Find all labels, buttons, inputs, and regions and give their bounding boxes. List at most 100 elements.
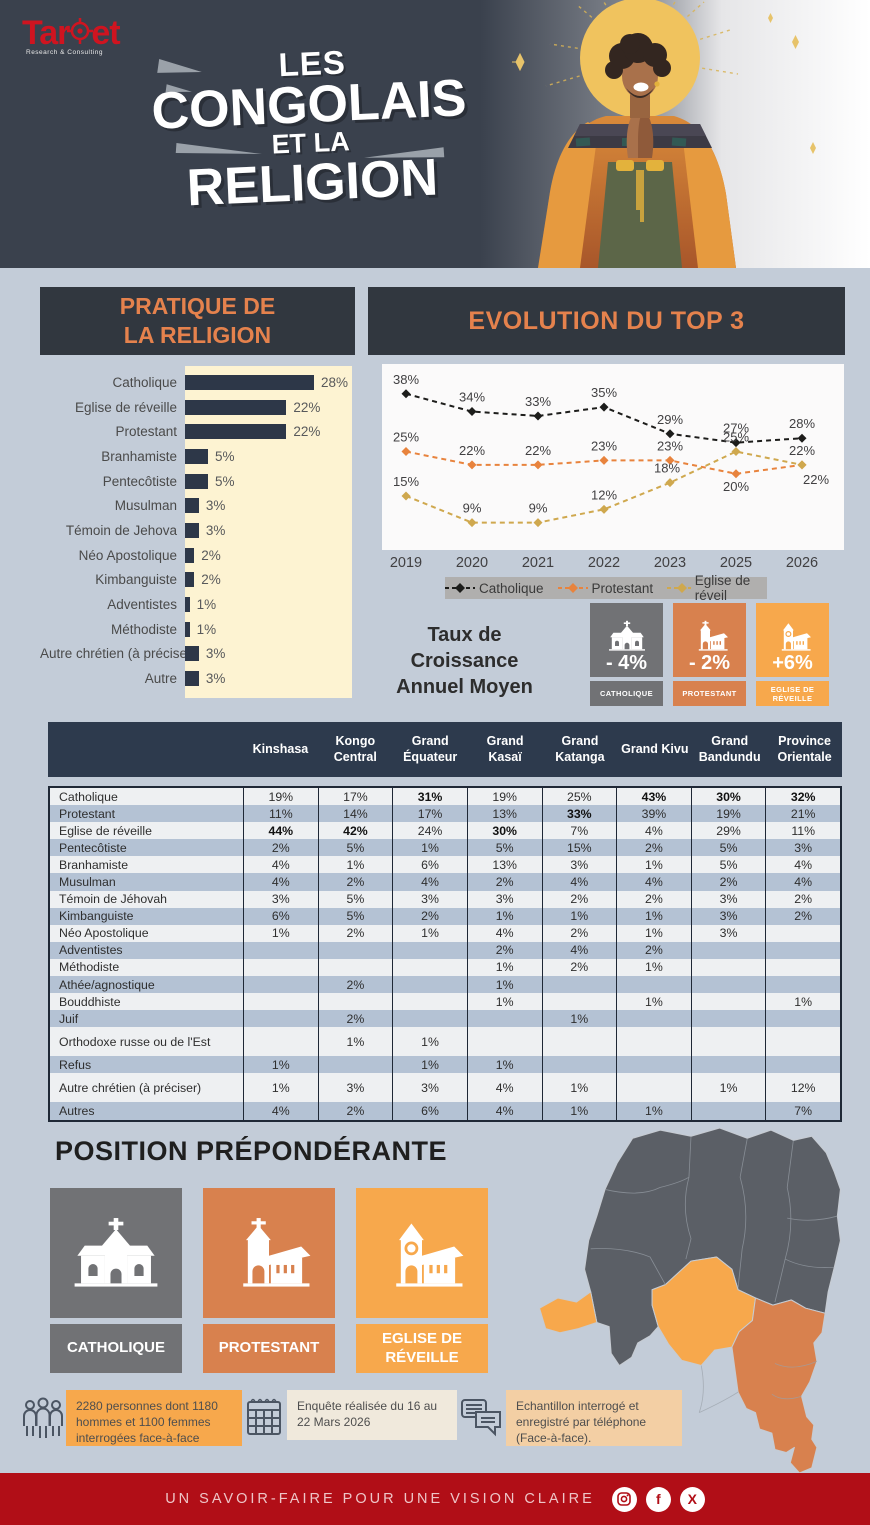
x-axis-tick-label: 2020 [456,555,488,571]
table-cell: 1% [392,924,467,942]
table-cell: 1% [317,1027,393,1057]
legend-item-eglise: Eglise de réveil [667,573,767,603]
evolution-section-title: EVOLUTION DU TOP 3 [368,287,845,355]
table-cell: 7% [541,822,617,840]
table-cell: 2% [541,890,617,908]
table-cell: 30% [690,788,766,806]
bar [185,547,195,563]
sparkles [512,13,816,154]
bar-value-label: 28% [320,374,349,390]
table-cell: 1% [317,856,393,874]
data-point [731,447,741,457]
bar-category-label: Branhamiste [101,448,177,464]
table-cell: 1% [541,1010,617,1028]
table-cell: 24% [392,822,467,840]
table-cell: 32% [765,788,840,806]
page-title: LES CONGOLAIS ET LA RELIGION [147,41,474,217]
table-cell: 1% [392,839,467,857]
bar [185,597,190,613]
table-row-label: Kimbanguiste [59,909,134,924]
table-cell: 4% [616,822,691,840]
table-cell: 1% [616,907,691,925]
table-cell [616,1073,691,1103]
legend-swatch-protestant [557,583,588,593]
table-row: Autre chrétien (à préciser) 1% 3% 3% 4% 1% 1% 1… [50,1073,840,1103]
position-section-title: POSITION PRÉPONDÉRANTE [55,1136,448,1166]
bar-row: Catholique 28% [40,370,370,395]
table-cell [243,976,318,994]
table-row: Autres 4% 2% 6% 4% 1% 1% 7% [50,1102,840,1120]
table-cell: 44% [243,822,318,840]
logo-text-right: et [91,14,120,52]
position-card-protestant: PROTESTANT [203,1188,335,1373]
bar-row: Autre chrétien (à préciser) 3% [40,642,370,667]
data-point-label: 18% [654,461,680,476]
table-cell: 5% [317,907,393,925]
figure [538,33,736,268]
data-point-label: 38% [393,372,419,387]
data-point-label: 9% [529,501,548,516]
bar-category-label: Autre [144,671,177,687]
legend-swatch-eglise [667,583,691,593]
table-cell: 19% [690,805,766,823]
facebook-icon[interactable]: f [645,1486,671,1512]
bar-row: Eglise de réveille 22% [40,395,370,420]
table-cell: 3% [765,839,840,857]
table-row: Bouddhiste 1% 1% 1% [50,993,840,1011]
table-cell [541,1027,617,1057]
growth-card-label: EGLISE DE RÉVEILLE [756,681,829,706]
table-cell: 14% [317,805,393,823]
table-cell [690,1056,766,1074]
table-cell: 1% [616,993,691,1011]
table-cell: 1% [690,1073,766,1103]
table-cell: 4% [765,873,840,891]
table-column-header: Kongo Central [333,733,377,764]
target-logo: Tar et Research & Consulting [22,14,121,56]
table-cell: 4% [541,941,617,959]
table-cell: 1% [541,907,617,925]
table-cell [243,993,318,1011]
table-cell: 3% [541,856,617,874]
table-cell: 13% [466,856,542,874]
growth-label-line2: Annuel Moyen [396,676,533,698]
data-point-label: 22% [525,443,551,458]
bar-value-label: 5% [215,448,235,464]
header-banner: Tar et Research & Consulting [0,0,870,268]
table-cell: 31% [392,788,467,806]
data-point-label: 22% [459,443,485,458]
survey-date-note: Enquête réalisée du 16 au 22 Mars 2026 [287,1390,457,1440]
table-row: Athée/agnostique 2% 1% [50,976,840,994]
instagram-icon[interactable] [611,1486,637,1512]
table-cell [616,1056,691,1074]
legend-label: Eglise de réveil [694,573,751,603]
footer-slogan: UN SAVOIR-FAIRE POUR UNE VISION CLAIRE [165,1491,595,1507]
church-tower-icon [698,620,728,651]
table-cell: 5% [690,839,766,857]
bar [185,448,209,464]
table-cell: 7% [765,1102,840,1120]
table-cell: 3% [690,907,766,925]
table-row-label: Témoin de Jéhovah [59,892,168,907]
table-cell: 1% [616,924,691,942]
table-cell [765,1056,840,1074]
table-cell: 3% [690,924,766,942]
table-cell: 11% [765,822,840,840]
data-point [467,407,477,417]
bar-row: Protestant 22% [40,419,370,444]
bar-value-label: 3% [205,522,226,538]
bar-row: Pentecôtiste 5% [40,469,370,494]
table-cell: 4% [466,1073,542,1103]
table-cell [243,958,318,977]
table-cell [243,1027,318,1057]
x-icon[interactable]: X [679,1486,705,1512]
table-cell: 2% [243,839,318,857]
data-point-label: 28% [789,416,815,431]
people-icon [23,1397,63,1438]
bar-row: Musulman 3% [40,493,370,518]
table-cell: 2% [541,958,617,977]
bar [185,572,195,588]
data-point [665,455,675,465]
table-cell: 30% [466,822,542,840]
table-cell: 1% [466,976,542,994]
